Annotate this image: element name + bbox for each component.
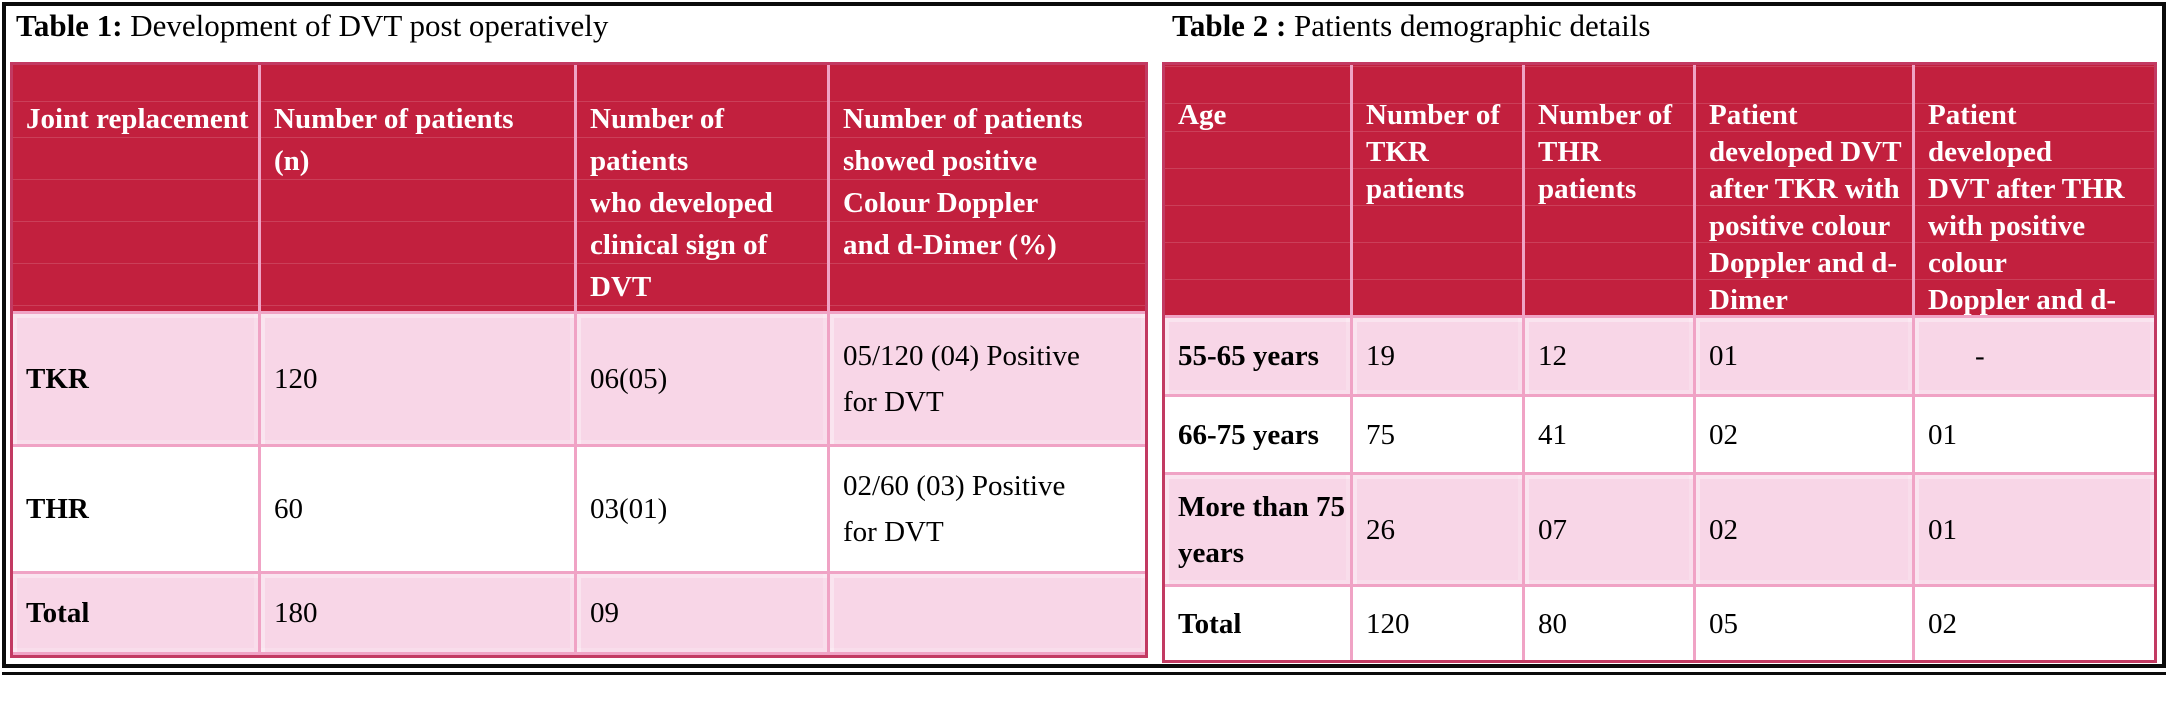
- table2-header-dvt-after-tkr: Patient developed DVT after TKR with pos…: [1696, 65, 1912, 315]
- table2-row-55-65-tkr: 19: [1353, 318, 1522, 394]
- table1-row-thr-doppler: 02/60 (03) Positive for DVT: [830, 447, 1145, 571]
- table2-row-total-thr: 80: [1525, 587, 1693, 660]
- table2-title-text: Patients demographic details: [1286, 8, 1651, 43]
- table2-header-dvt-after-thr: Patient developed DVT after THR with pos…: [1915, 65, 2154, 315]
- table2-row-55-65-dvt-tkr: 01: [1696, 318, 1912, 394]
- table2-row-66-75-dvt-thr: 01: [1915, 397, 2154, 472]
- table2-row-total-label: Total: [1165, 587, 1350, 660]
- table1: Joint replacement Number of patients (n)…: [10, 62, 1148, 658]
- table2-header-age: Age: [1165, 65, 1350, 315]
- table2-title-label: Table 2 :: [1172, 8, 1287, 43]
- table1-header-clinical-sign-dvt: Number of patients who developed clinica…: [577, 65, 827, 311]
- table2-row-66-75-label: 66-75 years: [1165, 397, 1350, 472]
- table1-row-total-label: Total: [13, 574, 258, 652]
- outer-frame-bottom-rule: [2, 672, 2166, 675]
- table2-row-total-dvt-thr: 02: [1915, 587, 2154, 660]
- table1-title: Table 1: Development of DVT post operati…: [16, 8, 608, 44]
- table2-header-thr-patients: Number of THR patients: [1525, 65, 1693, 315]
- table1-row-total-patients: 180: [261, 574, 574, 652]
- table1-row-total-clinical: 09: [577, 574, 827, 652]
- table1-row-thr-label: THR: [13, 447, 258, 571]
- table2-row-66-75-dvt-tkr: 02: [1696, 397, 1912, 472]
- table2-row-total-dvt-tkr: 05: [1696, 587, 1912, 660]
- table2-row-total-tkr: 120: [1353, 587, 1522, 660]
- table2-row-over75-tkr: 26: [1353, 475, 1522, 584]
- table2-row-over75-dvt-thr: 01: [1915, 475, 2154, 584]
- table1-header-number-of-patients: Number of patients (n): [261, 65, 574, 311]
- table1-row-tkr-patients: 120: [261, 314, 574, 444]
- table2-row-66-75-tkr: 75: [1353, 397, 1522, 472]
- table1-title-label: Table 1:: [16, 8, 123, 43]
- table2-row-over75-thr: 07: [1525, 475, 1693, 584]
- table1-row-tkr-label: TKR: [13, 314, 258, 444]
- table2-header-tkr-patients: Number of TKR patients: [1353, 65, 1522, 315]
- table2-row-66-75-thr: 41: [1525, 397, 1693, 472]
- table1-row-thr-clinical: 03(01): [577, 447, 827, 571]
- table1-title-text: Development of DVT post operatively: [122, 8, 609, 43]
- table1-row-tkr-clinical: 06(05): [577, 314, 827, 444]
- table2-row-55-65-thr: 12: [1525, 318, 1693, 394]
- table2-row-over75-dvt-tkr: 02: [1696, 475, 1912, 584]
- table1-row-thr-patients: 60: [261, 447, 574, 571]
- table2-title: Table 2 : Patients demographic details: [1172, 8, 1650, 44]
- table2-row-over75-label: More than 75 years: [1165, 475, 1350, 584]
- table2-row-55-65-label: 55-65 years: [1165, 318, 1350, 394]
- table1-header-doppler-ddimer: Number of patients showed positive Colou…: [830, 65, 1145, 311]
- table1-row-tkr-doppler: 05/120 (04) Positive for DVT: [830, 314, 1145, 444]
- table2-row-55-65-dvt-thr: -: [1915, 318, 2154, 394]
- table2: Age Number of TKR patients Number of THR…: [1162, 62, 2157, 663]
- table1-row-total-doppler: [830, 574, 1145, 652]
- table1-header-joint-replacement: Joint replacement: [13, 65, 258, 311]
